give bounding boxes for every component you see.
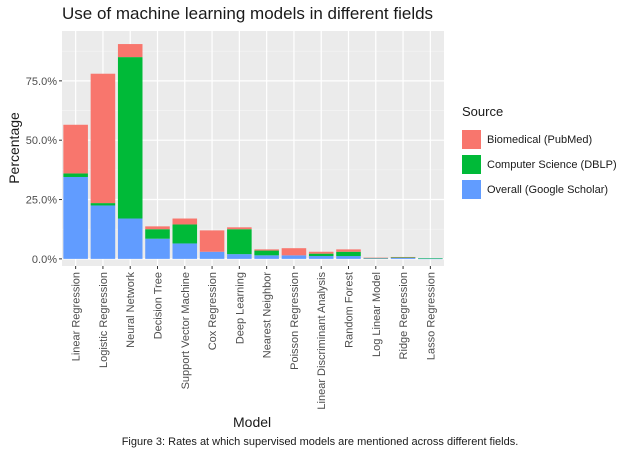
bar-segment-overall-google-scholar xyxy=(117,218,143,259)
y-tick-label: 25.0% xyxy=(26,195,57,207)
x-tick-label: Nearest Neighbor xyxy=(262,272,274,359)
x-tick-label: Support Vector Machine xyxy=(180,272,192,389)
legend-label-computer-science: Computer Science (DBLP) xyxy=(487,158,617,171)
bar-segment-overall-google-scholar xyxy=(254,255,279,259)
y-tick-label: 50.0% xyxy=(26,135,57,147)
bar-segment-computer-science-dblp xyxy=(418,258,443,259)
legend-swatch-biomedical xyxy=(462,130,481,149)
bar-segment-overall-google-scholar xyxy=(172,243,198,259)
bar-segment-overall-google-scholar xyxy=(63,176,88,259)
figure-caption: Figure 3: Rates at which supervised mode… xyxy=(121,436,519,448)
bar-segment-computer-science-dblp xyxy=(117,57,143,219)
legend-title: Source xyxy=(462,104,504,119)
bar-segment-overall-google-scholar xyxy=(363,258,389,259)
bar-segment-biomedical-pubmed xyxy=(227,227,252,230)
bar-segment-biomedical-pubmed xyxy=(363,257,389,259)
legend: Source Biomedical (PubMed) Computer Scie… xyxy=(462,104,617,202)
bar-segment-overall-google-scholar xyxy=(281,255,307,259)
legend-swatch-computer-science xyxy=(462,155,481,174)
legend-swatch-overall xyxy=(462,180,481,199)
x-tick-label: Linear Regression xyxy=(71,272,83,361)
x-tick-label: Decision Tree xyxy=(153,272,165,339)
y-tick-label: 75.0% xyxy=(26,76,57,88)
bar-segment-computer-science-dblp xyxy=(336,251,361,257)
bar-segment-computer-science-dblp xyxy=(227,229,252,255)
bar-segment-overall-google-scholar xyxy=(199,251,225,259)
y-axis-title: Percentage xyxy=(6,112,22,184)
x-tick-label: Linear Discriminant Analysis xyxy=(316,272,328,410)
bar-segment-biomedical-pubmed xyxy=(336,249,361,252)
chart-title: Use of machine learning models in differ… xyxy=(62,4,434,23)
bar-segment-computer-science-dblp xyxy=(145,229,170,239)
bar-segment-overall-google-scholar xyxy=(418,258,443,260)
x-axis-title: Model xyxy=(233,414,272,430)
bar-segment-biomedical-pubmed xyxy=(172,218,198,225)
bar-segment-computer-science-dblp xyxy=(63,173,88,177)
bar-segment-biomedical-pubmed xyxy=(308,251,334,254)
legend-item-overall: Overall (Google Scholar) xyxy=(462,177,617,202)
bar-segment-computer-science-dblp xyxy=(390,257,416,258)
legend-item-biomedical: Biomedical (PubMed) xyxy=(462,127,617,152)
x-tick-label: Lasso Regression xyxy=(425,272,437,360)
legend-label-overall: Overall (Google Scholar) xyxy=(487,183,609,196)
bar-segment-biomedical-pubmed xyxy=(63,124,88,174)
x-tick-label: Random Forest xyxy=(344,272,356,348)
bar-segment-biomedical-pubmed xyxy=(145,226,170,230)
bar-segment-overall-google-scholar xyxy=(308,256,334,259)
bar-segment-biomedical-pubmed xyxy=(281,248,307,256)
x-tick-label: Cox Regression xyxy=(207,272,219,350)
bar-segment-biomedical-pubmed xyxy=(390,256,416,258)
bar-segment-computer-science-dblp xyxy=(172,224,198,244)
x-tick-label: Deep Learning xyxy=(234,272,246,344)
legend-item-computer-science: Computer Science (DBLP) xyxy=(462,152,617,177)
bar-segment-biomedical-pubmed xyxy=(254,249,279,251)
bar-segment-computer-science-dblp xyxy=(254,250,279,256)
bar-segment-overall-google-scholar xyxy=(90,205,116,259)
x-tick-label: Logistic Regression xyxy=(98,272,110,368)
bar-segment-biomedical-pubmed xyxy=(117,44,143,58)
bar-segment-overall-google-scholar xyxy=(390,257,416,259)
bar-segment-overall-google-scholar xyxy=(336,256,361,259)
x-tick-label: Poisson Regression xyxy=(289,272,301,370)
x-tick-label: Ridge Regression xyxy=(398,272,410,359)
y-tick-label: 0.0% xyxy=(32,254,57,266)
legend-label-biomedical: Biomedical (PubMed) xyxy=(487,133,593,146)
bar-segment-biomedical-pubmed xyxy=(199,230,225,252)
bar-segment-overall-google-scholar xyxy=(227,254,252,259)
bar-segment-computer-science-dblp xyxy=(90,203,116,206)
x-tick-label: Log Linear Model xyxy=(371,272,383,357)
bar-segment-overall-google-scholar xyxy=(145,238,170,259)
x-tick-label: Neural Network xyxy=(125,272,137,348)
bar-segment-biomedical-pubmed xyxy=(90,73,116,204)
bar-segment-computer-science-dblp xyxy=(308,253,334,257)
